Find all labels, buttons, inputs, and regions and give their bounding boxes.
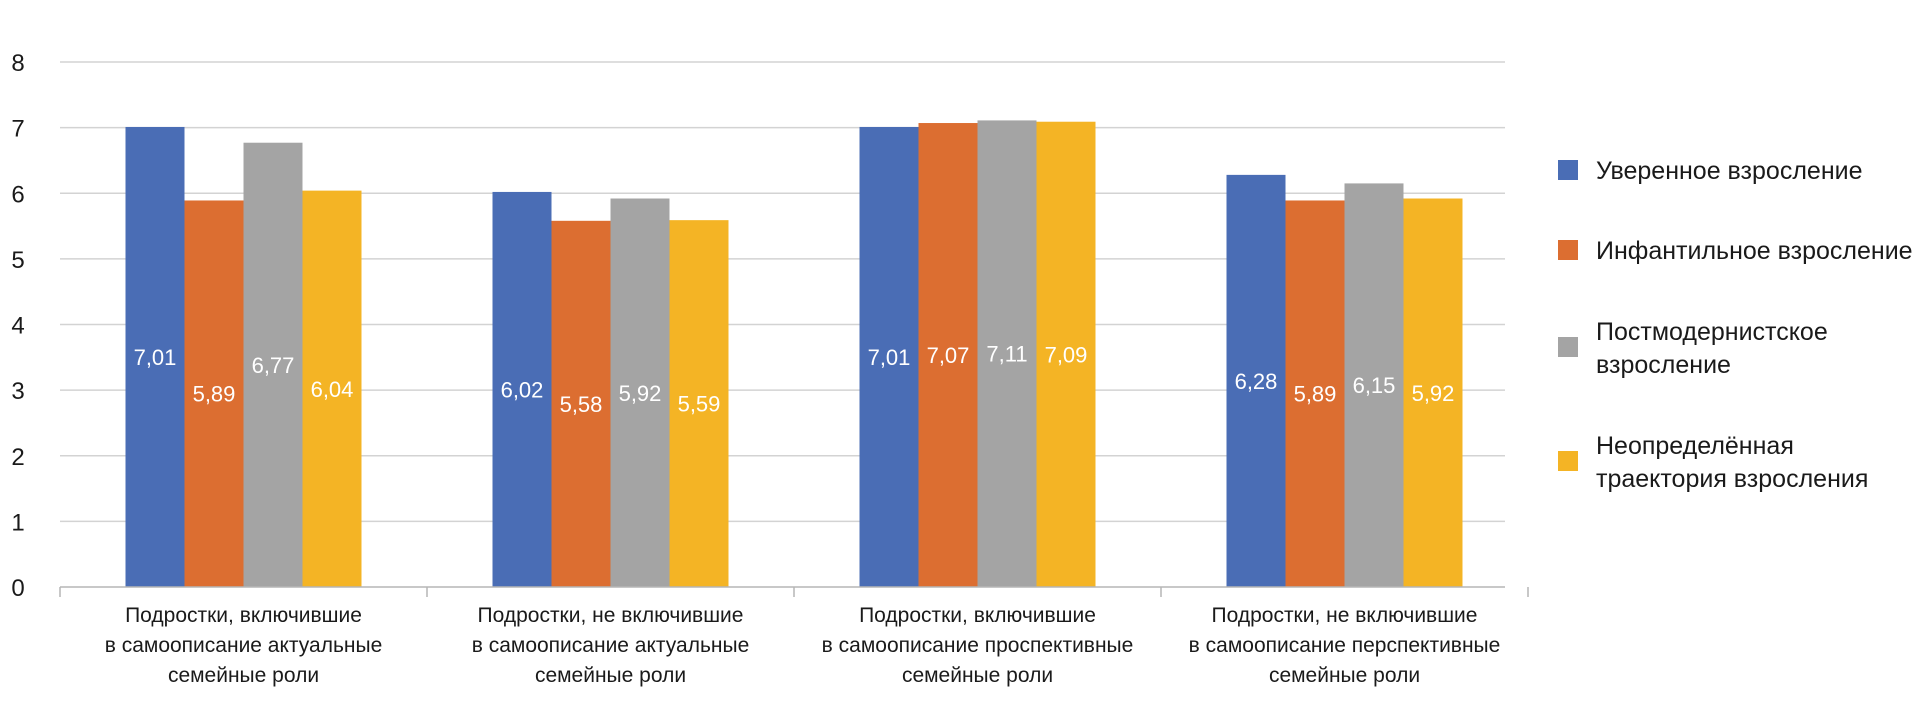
category-label-line: семейные роли <box>535 664 686 687</box>
data-label: 6,77 <box>252 353 295 378</box>
bar <box>302 190 362 587</box>
legend-label-line: Неопределённая <box>1596 432 1794 460</box>
category-label-line: в самоописание перспективные <box>1189 634 1501 657</box>
data-labels: 7,01 5,89 6,77 6,04 6,02 5,58 5,92 5,59 7,01 7,07… <box>134 342 1455 417</box>
data-label: 7,11 <box>986 342 1027 367</box>
data-label: 5,89 <box>1294 382 1337 407</box>
bar <box>1403 198 1463 587</box>
category-label: Подростки, не включившие в самоописание а… <box>472 604 750 687</box>
bar <box>1226 174 1286 587</box>
bar <box>243 142 303 587</box>
data-label: 5,92 <box>619 381 662 406</box>
data-label: 7,09 <box>1045 342 1088 367</box>
data-label: 5,59 <box>678 392 721 417</box>
data-label: 5,92 <box>1412 381 1455 406</box>
y-tick-label: 8 <box>11 50 24 77</box>
data-label: 6,04 <box>311 377 354 402</box>
legend: Уверенное взросление Инфантильное взросле… <box>1558 157 1913 493</box>
bar <box>669 220 729 587</box>
category-label-line: семейные роли <box>1269 664 1420 687</box>
y-tick-label: 7 <box>11 116 24 143</box>
bar <box>1285 200 1345 587</box>
legend-label-line: Постмодернистское <box>1596 318 1828 346</box>
category-label-line: в самоописание проспективные <box>822 634 1134 657</box>
legend-label-line: взросление <box>1596 351 1731 379</box>
legend-label: Уверенное взросление <box>1596 157 1863 185</box>
y-tick-label: 5 <box>11 247 24 274</box>
category-label-line: в самоописание актуальные <box>472 634 750 657</box>
data-label: 7,07 <box>927 343 970 368</box>
category-label-line: в самоописание актуальные <box>105 634 383 657</box>
bar <box>1344 183 1404 587</box>
category-label: Подростки, включившие в самоописание акту… <box>105 604 383 687</box>
data-label: 6,15 <box>1353 373 1396 398</box>
bar <box>977 120 1037 587</box>
legend-label: Инфантильное взросление <box>1596 237 1913 265</box>
bar <box>125 126 185 587</box>
category-label: Подростки, включившие в самоописание прос… <box>822 604 1134 687</box>
legend-swatch <box>1558 451 1578 471</box>
data-label: 7,01 <box>868 345 911 370</box>
y-tick-label: 6 <box>11 181 24 208</box>
bar <box>859 126 919 587</box>
legend-swatch <box>1558 160 1578 180</box>
data-label: 6,28 <box>1235 369 1278 394</box>
bar <box>1036 121 1096 587</box>
bar <box>492 191 552 587</box>
data-label: 7,01 <box>134 345 177 370</box>
data-label: 6,02 <box>501 377 544 402</box>
y-tick-label: 2 <box>11 444 24 471</box>
bar <box>918 123 978 587</box>
legend-label-line: траектория взросления <box>1596 465 1868 493</box>
y-tick-label: 0 <box>11 575 24 602</box>
bar <box>551 220 611 587</box>
y-tick-label: 1 <box>11 509 24 536</box>
y-tick-label: 3 <box>11 378 24 405</box>
category-label-line: Подростки, не включившие <box>478 604 744 627</box>
category-label: Подростки, не включившие в самоописание п… <box>1189 604 1501 687</box>
bar <box>184 200 244 587</box>
data-label: 5,89 <box>193 382 236 407</box>
category-label-line: Подростки, не включившие <box>1212 604 1478 627</box>
category-label-line: Подростки, включившие <box>125 604 362 627</box>
legend-label: Постмодернистское взросление <box>1596 318 1828 379</box>
category-label-line: семейные роли <box>902 664 1053 687</box>
x-axis <box>59 586 1529 597</box>
legend-swatch <box>1558 337 1578 357</box>
category-labels: Подростки, включившие в самоописание акту… <box>105 604 1501 687</box>
legend-label: Неопределённая траектория взросления <box>1596 432 1868 493</box>
bar <box>610 198 670 587</box>
legend-label-line: Инфантильное взросление <box>1596 237 1913 265</box>
y-tick-label: 4 <box>11 313 24 340</box>
legend-label-line: Уверенное взросление <box>1596 157 1863 185</box>
data-label: 5,58 <box>560 392 603 417</box>
category-label-line: Подростки, включившие <box>859 604 1096 627</box>
y-axis-ticks: 0 1 2 3 4 5 6 7 8 <box>11 50 24 602</box>
bars <box>125 120 1463 587</box>
category-label-line: семейные роли <box>168 664 319 687</box>
legend-swatch <box>1558 240 1578 260</box>
